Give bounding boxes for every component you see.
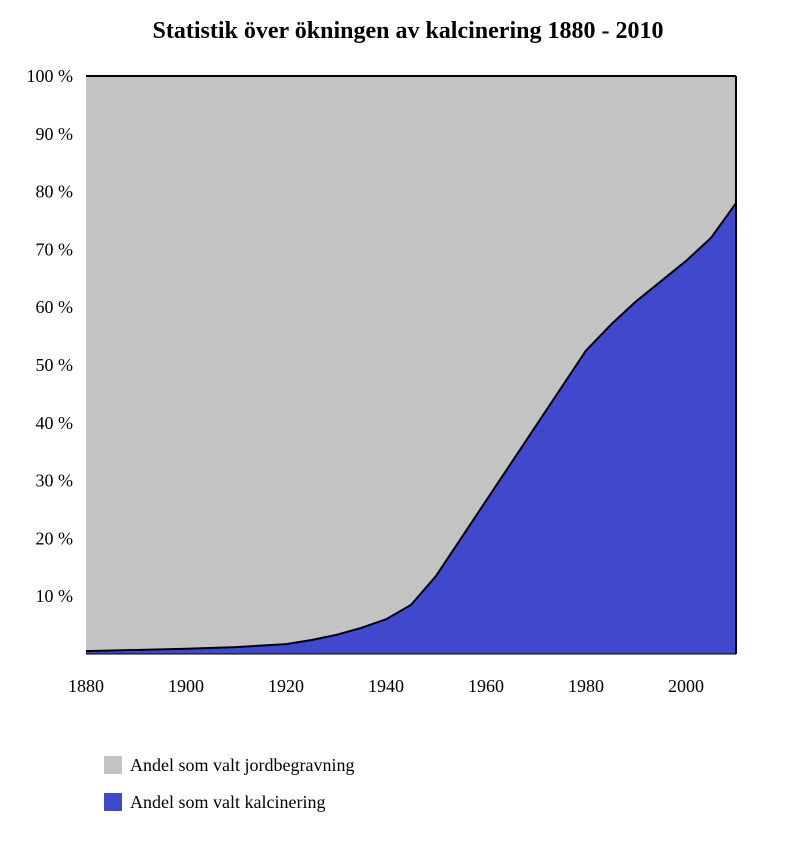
x-tick-label: 1980 <box>568 676 604 696</box>
area-jordbegravning <box>86 76 736 652</box>
kalcinering-boundary-line <box>85 202 737 653</box>
legend-label-kalcinering: Andel som valt kalcinering <box>130 791 326 812</box>
area-kalcinering <box>86 203 736 654</box>
chart-title: Statistik över ökningen av kalcinering 1… <box>152 18 664 44</box>
y-tick-label: 80 % <box>36 182 74 202</box>
y-tick-label: 40 % <box>36 413 74 433</box>
x-tick-label: 1940 <box>368 676 404 696</box>
legend-item-jordbegravning: Andel som valt jordbegravning <box>104 755 354 775</box>
x-tick-label: 1920 <box>268 676 304 696</box>
y-tick-label: 30 % <box>36 471 74 491</box>
y-tick-label: 90 % <box>36 124 74 144</box>
chart-plot: 10 % 20 % 30 % 40 % 50 % 60 % 70 % 80 % 90 % 100 … <box>27 66 737 696</box>
legend-label-jordbegravning: Andel som valt jordbegravning <box>130 754 355 775</box>
legend-swatch-jordbegravning <box>104 756 122 774</box>
x-tick-label: 1960 <box>468 676 504 696</box>
legend-item-kalcinering: Andel som valt kalcinering <box>104 792 354 812</box>
y-tick-label: 100 % <box>27 66 74 86</box>
legend: Andel som valt jordbegravning Andel som … <box>104 755 354 829</box>
y-tick-label: 10 % <box>36 586 74 606</box>
y-tick-label: 70 % <box>36 239 74 259</box>
x-tick-label: 1880 <box>68 676 104 696</box>
x-tick-label: 2000 <box>668 676 704 696</box>
y-tick-label: 20 % <box>36 528 74 548</box>
y-tick-label: 50 % <box>36 355 74 375</box>
legend-swatch-kalcinering <box>104 793 122 811</box>
y-tick-label: 60 % <box>36 297 74 317</box>
x-tick-label: 1900 <box>168 676 204 696</box>
